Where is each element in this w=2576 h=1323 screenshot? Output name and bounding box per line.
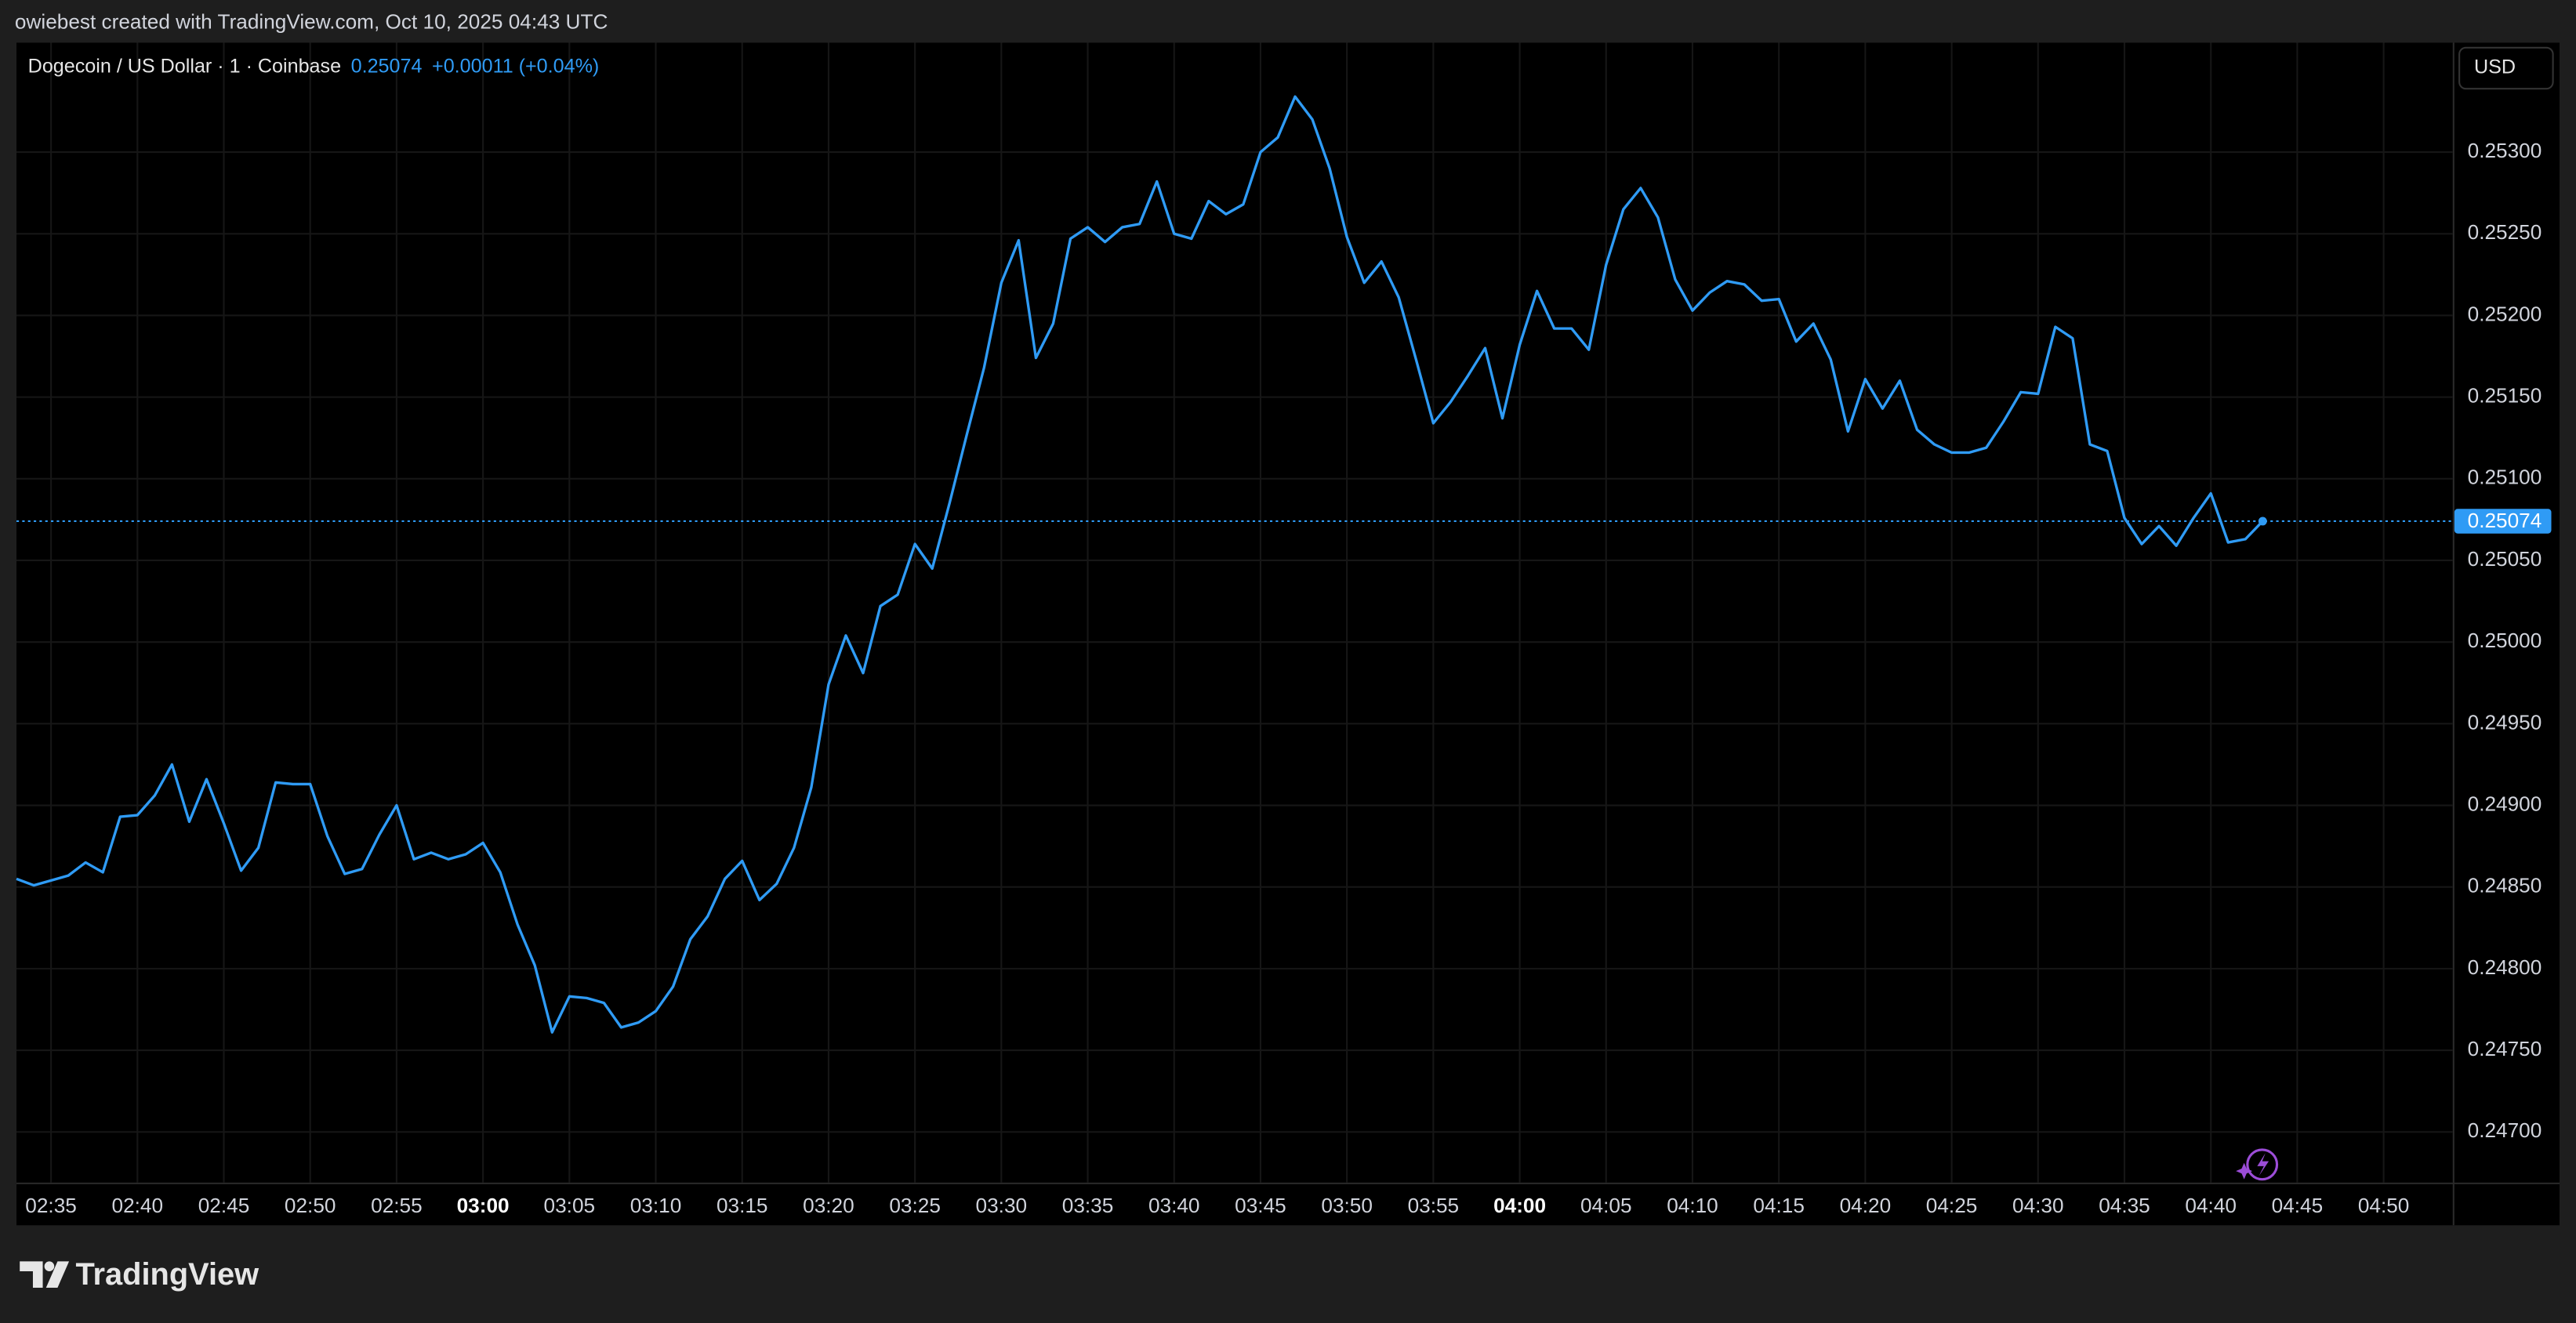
x-tick-label: 04:00 bbox=[1493, 1194, 1546, 1217]
x-tick-label: 02:40 bbox=[112, 1194, 164, 1217]
y-tick-label: 0.24950 bbox=[2468, 710, 2542, 734]
x-tick-label: 02:45 bbox=[198, 1194, 250, 1217]
y-tick-label: 0.25200 bbox=[2468, 302, 2542, 325]
y-tick-label: 0.25100 bbox=[2468, 466, 2542, 489]
lightning-icon[interactable] bbox=[2236, 1148, 2279, 1181]
last-price-tag bbox=[2454, 509, 2552, 534]
x-tick-label: 04:45 bbox=[2272, 1194, 2324, 1217]
y-tick-label: 0.25000 bbox=[2468, 629, 2542, 652]
y-tick-label: 0.25050 bbox=[2468, 547, 2542, 571]
x-tick-label: 03:20 bbox=[803, 1194, 854, 1217]
x-tick-label: 03:45 bbox=[1235, 1194, 1286, 1217]
grid bbox=[16, 42, 2453, 1183]
x-tick-label: 04:25 bbox=[1926, 1194, 1978, 1217]
symbol-title: Dogecoin / US Dollar · 1 · Coinbase bbox=[28, 56, 341, 78]
chart-area bbox=[16, 42, 2560, 1226]
y-tick-label: 0.25250 bbox=[2468, 220, 2542, 244]
y-tick-label: 0.25300 bbox=[2468, 139, 2542, 162]
x-tick-label: 03:30 bbox=[976, 1194, 1028, 1217]
x-tick-label: 03:40 bbox=[1148, 1194, 1200, 1217]
x-tick-label: 04:35 bbox=[2099, 1194, 2150, 1217]
y-tick-label: 0.24800 bbox=[2468, 955, 2542, 979]
x-tick-label: 03:55 bbox=[1408, 1194, 1460, 1217]
x-tick-label: 04:15 bbox=[1753, 1194, 1805, 1217]
y-tick-label: 0.24700 bbox=[2468, 1118, 2542, 1142]
x-tick-label: 04:50 bbox=[2358, 1194, 2410, 1217]
x-tick-label: 03:05 bbox=[544, 1194, 596, 1217]
currency-button[interactable] bbox=[2458, 46, 2554, 90]
x-tick-label: 04:05 bbox=[1580, 1194, 1632, 1217]
brand-logo[interactable]: TradingView bbox=[20, 1257, 259, 1292]
x-tick-label: 04:40 bbox=[2185, 1194, 2237, 1217]
x-tick-label: 03:35 bbox=[1062, 1194, 1114, 1217]
last-price-label: 0.25074 bbox=[2468, 509, 2542, 532]
attribution: owiebest created with TradingView.com, O… bbox=[15, 9, 608, 33]
y-tick-label: 0.25150 bbox=[2468, 384, 2542, 408]
x-tick-label: 02:35 bbox=[25, 1194, 77, 1217]
x-tick-label: 03:50 bbox=[1321, 1194, 1373, 1217]
price-line bbox=[16, 95, 2264, 1034]
x-tick-label: 02:50 bbox=[285, 1194, 336, 1217]
x-tick-label: 04:20 bbox=[1840, 1194, 1892, 1217]
x-tick-label: 03:00 bbox=[457, 1194, 510, 1217]
header-price: 0.25074 bbox=[351, 56, 423, 78]
header-change: +0.00011 (+0.04%) bbox=[432, 56, 599, 78]
plot bbox=[16, 95, 2453, 1034]
x-tick-label: 04:30 bbox=[2012, 1194, 2064, 1217]
y-tick-label: 0.24900 bbox=[2468, 792, 2542, 815]
x-tick-label: 03:25 bbox=[889, 1194, 941, 1217]
x-tick-label: 04:10 bbox=[1667, 1194, 1718, 1217]
currency-label[interactable]: USD bbox=[2474, 56, 2516, 78]
y-tick-label: 0.24750 bbox=[2468, 1037, 2542, 1060]
last-point bbox=[2258, 517, 2267, 526]
x-tick-label: 02:55 bbox=[371, 1194, 423, 1217]
brand-name[interactable]: TradingView bbox=[75, 1257, 259, 1292]
x-tick-label: 03:10 bbox=[630, 1194, 682, 1217]
x-tick-label: 03:15 bbox=[717, 1194, 768, 1217]
y-tick-label: 0.24850 bbox=[2468, 874, 2542, 897]
